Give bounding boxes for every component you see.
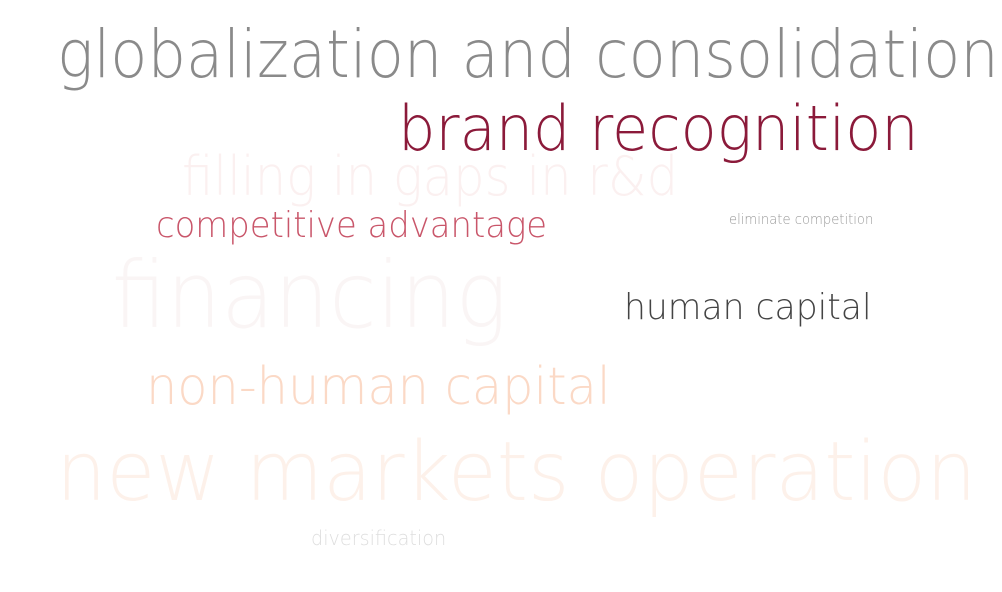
word-new-markets-operation: new markets operation bbox=[56, 425, 977, 520]
word-globalization-and-consolidation: globalization and consolidation bbox=[57, 16, 999, 93]
word-filling-in-gaps-in-rnd: filling in gaps in r&d bbox=[182, 145, 679, 208]
word-financing: financing bbox=[112, 242, 508, 349]
word-human-capital: human capital bbox=[624, 287, 872, 328]
word-brand-recognition: brand recognition bbox=[398, 92, 919, 165]
word-eliminate-competition: eliminate competition bbox=[729, 212, 874, 228]
word-competitive-advantage: competitive advantage bbox=[156, 205, 548, 246]
word-non-human-capital: non-human capital bbox=[146, 357, 611, 417]
word-diversification: diversification bbox=[311, 526, 447, 550]
